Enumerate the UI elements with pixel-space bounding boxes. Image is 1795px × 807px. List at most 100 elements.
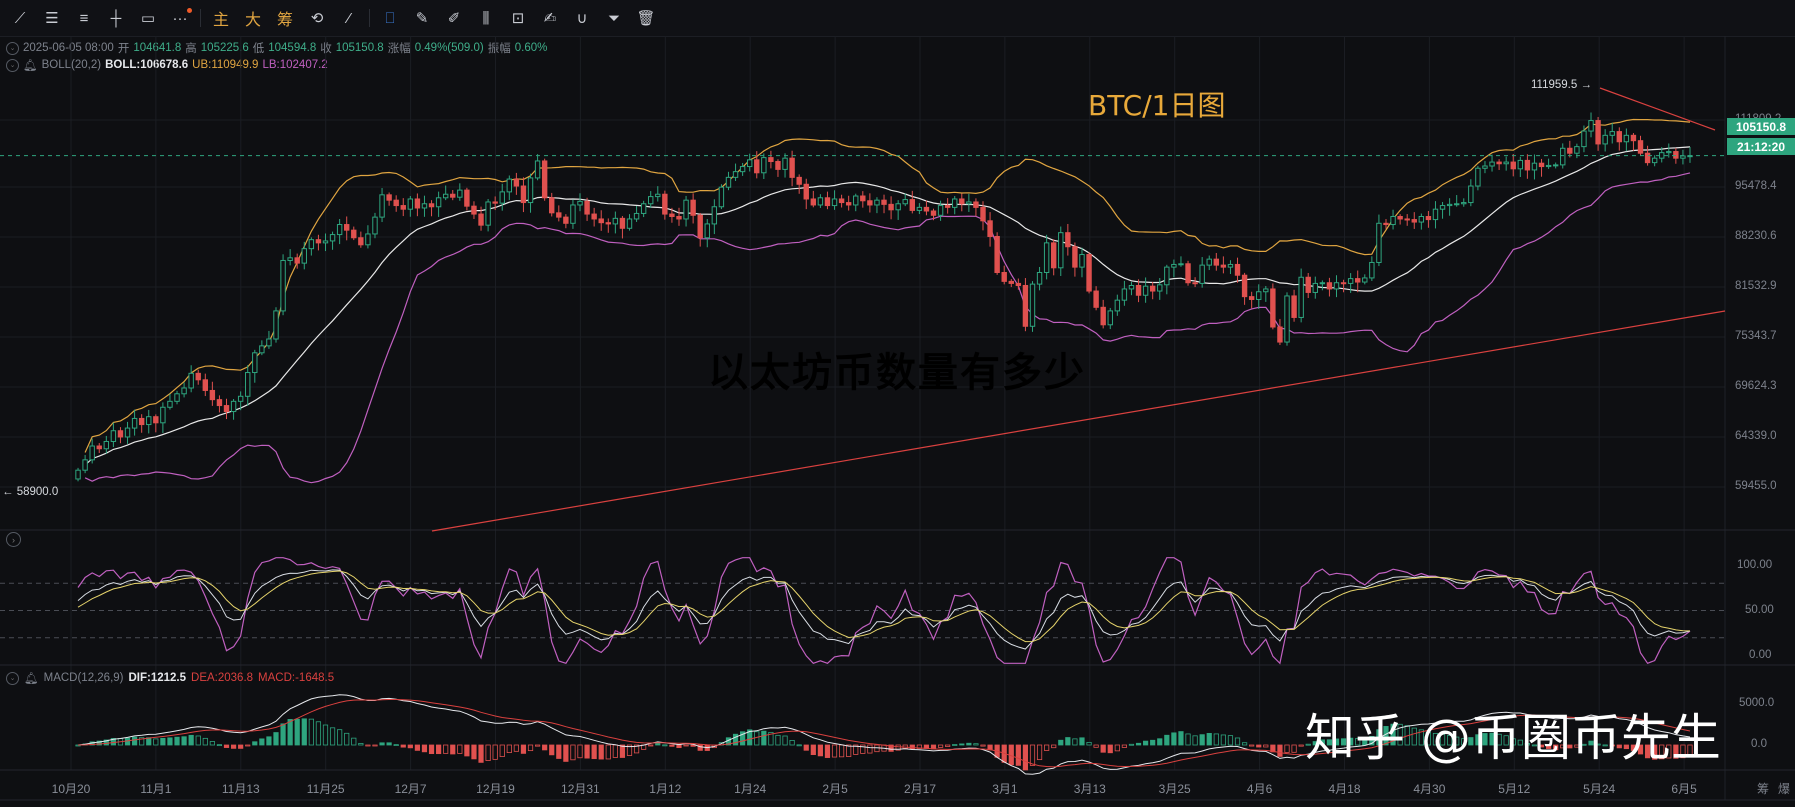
bookmark-button[interactable]: ⎕	[374, 2, 406, 34]
price-axis-label: 64339.0	[1735, 430, 1777, 442]
macd-indicator-name[interactable]: MACD(12,26,9)	[43, 672, 124, 684]
bell-icon[interactable]: 🔔︎	[23, 60, 38, 72]
change-label: 涨幅	[387, 43, 411, 55]
date-axis-label: 2月17	[903, 782, 937, 796]
ruler-icon: ✎	[415, 10, 429, 27]
kdj-axis-100: 100.00	[1737, 559, 1773, 571]
date-axis-label: 5月12	[1498, 782, 1531, 796]
date-axis-label: 6月5	[1671, 782, 1697, 796]
open-label: 开	[117, 43, 130, 55]
main-force-icon: 主	[212, 10, 229, 29]
trend-line-button[interactable]: ⟋	[4, 2, 36, 34]
expand-icon[interactable]: ›	[6, 532, 21, 547]
big-order-button[interactable]: 大	[237, 2, 269, 34]
collapse-icon[interactable]: ⌄	[6, 58, 19, 72]
candle-datetime: 2025-06-05 08:00	[23, 42, 114, 54]
date-axis-label: 2月5	[822, 782, 848, 796]
pen-button[interactable]: ✐	[438, 2, 470, 34]
horizontal-line-icon: ┼	[110, 9, 122, 27]
candles-icon: ⫼	[482, 9, 490, 27]
note-icon: ✍	[543, 10, 557, 27]
chips-icon: 筹	[276, 10, 293, 29]
fib-lines-icon: ≡	[79, 9, 89, 27]
price-axis-label: 75343.7	[1735, 330, 1777, 342]
drawing-toolbar: ⟋ ☰ ≡ ┼ ▭ ··· 主大筹 ⟲ ⁄ ⎕ ✎ ✐ ⫼ ⊡ ✍ ∪ ⏷ 🗑	[0, 0, 1795, 37]
toolbar-divider	[200, 9, 201, 27]
liquidation-button[interactable]: 爆	[1778, 782, 1791, 796]
date-axis-label: 4月30	[1413, 782, 1446, 796]
date-axis-label: 11月25	[306, 782, 345, 796]
bookmark-icon: ⎕	[385, 9, 395, 27]
high-value: 105225.6	[200, 42, 249, 54]
rectangle-button[interactable]: ▭	[132, 2, 164, 34]
toolbar-divider	[369, 9, 370, 27]
notification-dot	[187, 8, 192, 13]
low-label: 低	[252, 43, 265, 55]
current-price-tag: 105150.8	[1727, 118, 1795, 135]
date-axis-label: 5月24	[1583, 782, 1616, 796]
sync-button[interactable]: ⟲	[301, 2, 333, 34]
date-axis-label: 12月31	[561, 782, 600, 796]
date-axis-label: 10月20	[51, 782, 91, 796]
price-axis-label: 59455.0	[1735, 480, 1777, 492]
pen-icon: ✐	[447, 10, 461, 27]
fib-lines-button[interactable]: ≡	[68, 2, 100, 34]
date-axis-label: 1月24	[734, 782, 767, 796]
macd-dea-value: DEA:2036.8	[191, 672, 254, 684]
lock-button[interactable]: ⊡	[502, 2, 534, 34]
high-label: 高	[185, 43, 197, 55]
low-value: 104594.8	[268, 42, 317, 54]
trash-button[interactable]: 🗑	[630, 2, 662, 34]
chart-title-annotation: BTC/1日图	[1088, 89, 1226, 122]
kdj-axis-50: 50.00	[1745, 604, 1774, 616]
high-price-marker: 111959.5 →	[1531, 79, 1592, 91]
boll-info-line: ⌄ 🔔︎ BOLL(20,2) BOLL:106678.6 UB:110949.…	[6, 58, 328, 72]
close-value: 105150.8	[335, 42, 384, 54]
collapse-icon[interactable]: ⌄	[6, 671, 19, 685]
main-force-button[interactable]: 主	[205, 2, 237, 34]
collapse-icon[interactable]: ⌄	[6, 41, 19, 55]
date-axis-label: 12月7	[394, 782, 427, 796]
watermark-text: 以太坊币数量有多少	[708, 350, 1086, 396]
macd-axis-5000: 5000.0	[1739, 697, 1775, 709]
trash-icon: 🗑	[636, 10, 656, 27]
chips-button[interactable]: 筹	[269, 2, 301, 34]
candles-button[interactable]: ⫼	[470, 2, 502, 34]
filter-icon: ⏷	[607, 9, 620, 27]
big-order-icon: 大	[244, 10, 261, 29]
boll-lb-value: LB:102407.2	[262, 59, 328, 71]
bell-icon[interactable]: 🔔︎	[24, 673, 39, 685]
magnet-button[interactable]: ∪	[566, 2, 598, 34]
sync-icon: ⟲	[310, 10, 324, 27]
lock-icon: ⊡	[511, 10, 525, 27]
more-button[interactable]: ···	[164, 2, 196, 34]
date-axis-label: 3月25	[1158, 782, 1191, 796]
more-icon: ···	[172, 9, 188, 27]
boll-mid-value: BOLL:106678.6	[105, 59, 189, 71]
parallel-lines-button[interactable]: ☰	[36, 2, 68, 34]
date-axis-label: 11月13	[221, 782, 260, 796]
macd-panel-header: ⌄ 🔔︎ MACD(12,26,9) DIF:1212.5 DEA:2036.8…	[6, 671, 334, 685]
kdj-panel-header: ›	[6, 532, 21, 547]
kdj-axis-0: 0.00	[1749, 649, 1772, 661]
date-axis-label: 4月6	[1246, 782, 1273, 796]
macd-dif-value: DIF:1212.5	[128, 672, 187, 684]
date-axis-label: 12月19	[476, 782, 515, 796]
price-axis-label: 81532.9	[1735, 280, 1777, 292]
macd-hist-value: MACD:-1648.5	[258, 672, 335, 684]
date-axis-label: 3月13	[1073, 782, 1106, 796]
chips-button[interactable]: 筹	[1757, 782, 1770, 796]
ruler-button[interactable]: ✎	[406, 2, 438, 34]
amplitude-label: 振幅	[487, 43, 511, 55]
macd-axis-0: 0.0	[1751, 738, 1767, 750]
measure-button[interactable]: ⁄	[333, 2, 365, 34]
amplitude-value: 0.60%	[514, 42, 548, 54]
rectangle-icon: ▭	[140, 10, 156, 27]
filter-button[interactable]: ⏷	[598, 2, 630, 34]
horizontal-line-button[interactable]: ┼	[100, 2, 132, 34]
credit-watermark: 知乎 @币圈币先生	[1305, 709, 1721, 767]
note-button[interactable]: ✍	[534, 2, 566, 34]
trend-line-icon: ⟋	[14, 9, 26, 27]
open-value: 104641.8	[133, 42, 182, 54]
